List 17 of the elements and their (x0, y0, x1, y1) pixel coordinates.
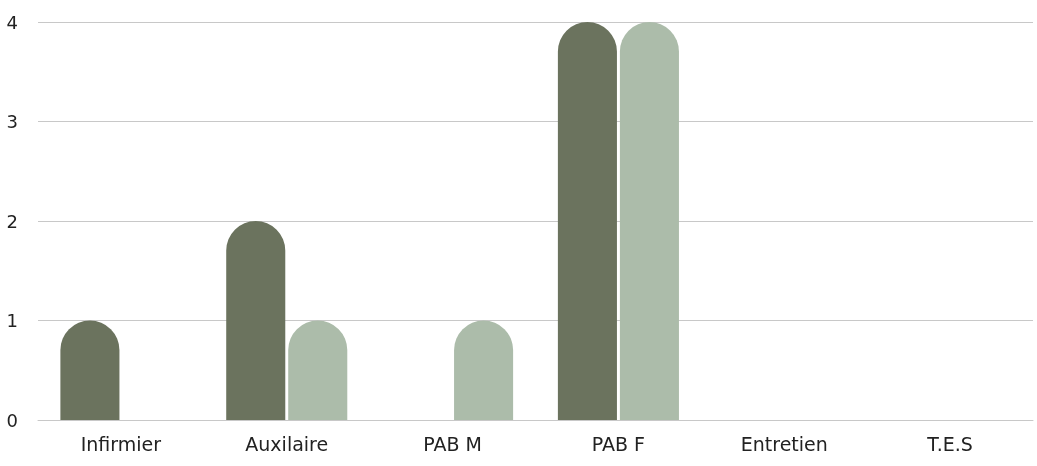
y-tick-label: 1 (6, 310, 18, 331)
x-tick-label: Infirmier (80, 432, 162, 455)
bar (619, 22, 679, 420)
y-tick-label: 3 (6, 111, 18, 132)
x-tick-label: PAB M (423, 432, 482, 455)
x-tick-label: PAB F (591, 432, 646, 455)
bar (454, 320, 514, 420)
x-tick-label: Entretien (740, 432, 828, 455)
y-tick-label: 2 (6, 210, 18, 232)
y-tick-label: 0 (6, 409, 18, 431)
x-tick-label: T.E.S (926, 432, 973, 455)
y-tick-label: 4 (6, 11, 18, 33)
bar (557, 22, 617, 420)
x-tick-label: Auxilaire (245, 432, 329, 455)
bar (226, 221, 286, 420)
bar (60, 320, 120, 420)
bar (288, 320, 348, 420)
